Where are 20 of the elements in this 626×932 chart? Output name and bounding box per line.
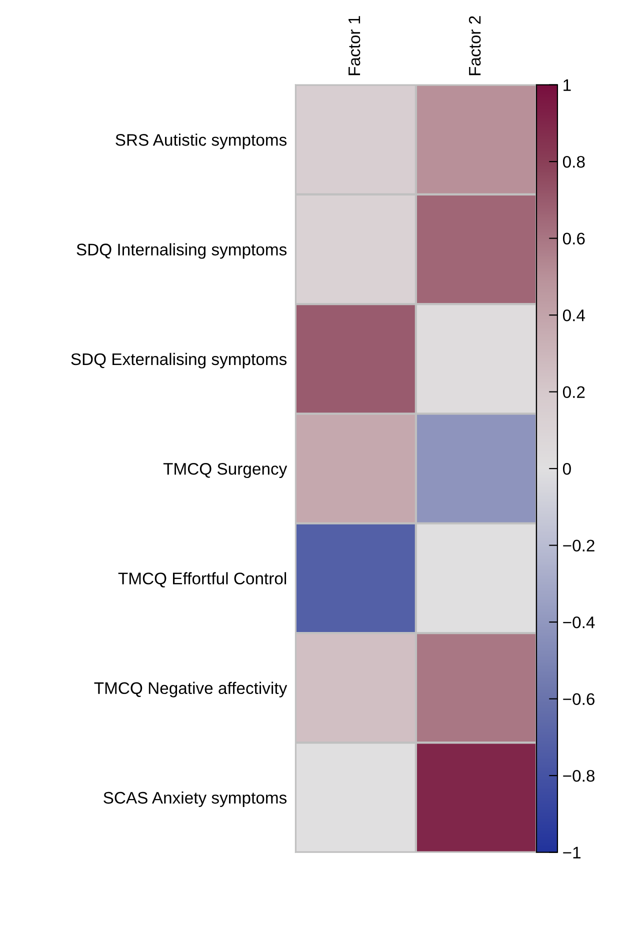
y-tick-label: TMCQ Effortful Control [118,572,286,588]
color-bar-label: 0.8 [562,156,585,168]
y-tick-label: SDQ Internalising symptoms [76,243,287,259]
y-tick-label: SDQ Externalising symptoms [71,352,287,368]
color-bar-label: −0.8 [563,770,594,782]
y-tick-label: TMCQ Surgency [163,462,288,478]
color-bar-label: 1 [564,79,571,91]
color-bar-label: −0.4 [563,616,595,628]
color-bar-label: 0.2 [562,386,585,398]
y-tick-label: SRS Autistic symptoms [116,134,287,150]
color-bar-label: −1 [563,846,581,858]
y-tick-label: SCAS Anxiety symptoms [104,791,287,807]
color-bar-label: 0.4 [562,309,585,322]
color-bar-label: 0.6 [562,232,585,245]
color-bar-label: −0.6 [563,693,594,706]
x-tick-label: Factor 1 [348,16,360,76]
color-bar-label: −0.2 [563,540,594,552]
x-tick-label: Factor 2 [468,16,481,76]
y-tick-label: TMCQ Negative affectivity [94,682,288,698]
color-bar-label: 0 [562,462,571,475]
